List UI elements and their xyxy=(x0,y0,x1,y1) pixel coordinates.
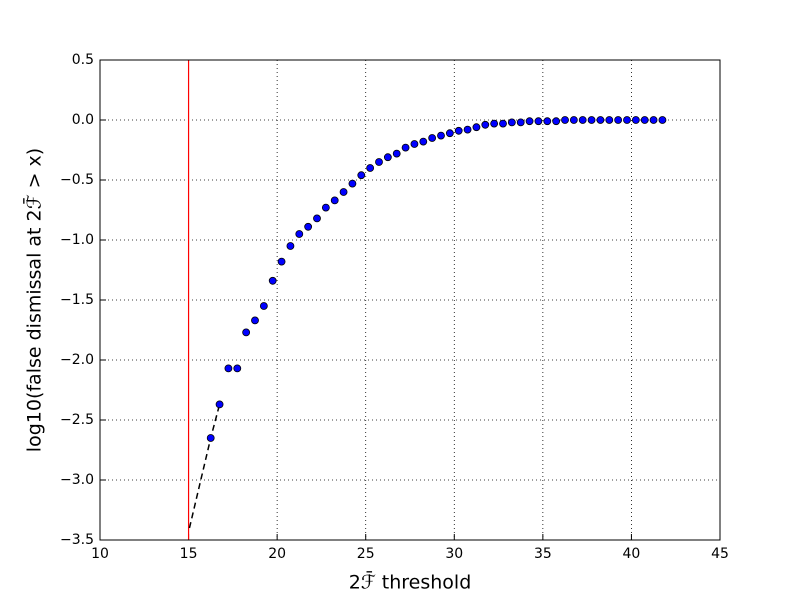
point xyxy=(561,116,569,124)
point xyxy=(383,153,392,162)
point xyxy=(277,257,286,266)
point xyxy=(233,364,242,373)
x-tick-label: 45 xyxy=(711,546,729,562)
y-tick-label: 0.0 xyxy=(72,112,94,128)
x-tick-label: 20 xyxy=(268,546,286,562)
point xyxy=(649,116,658,124)
x-axis-label: 2ℱ̄ threshold xyxy=(349,569,472,593)
point xyxy=(499,119,507,128)
x-tick-label: 15 xyxy=(180,546,198,562)
point xyxy=(375,158,383,166)
point xyxy=(472,123,481,132)
point xyxy=(428,134,437,142)
x-tick-label: 35 xyxy=(534,546,552,562)
point xyxy=(242,328,251,337)
x-tick-label: 30 xyxy=(445,546,463,562)
point xyxy=(587,116,596,124)
point xyxy=(366,164,375,172)
y-tick-label: −0.5 xyxy=(60,172,94,188)
point xyxy=(623,116,631,124)
point xyxy=(295,230,304,238)
point xyxy=(543,117,552,126)
point xyxy=(640,116,649,124)
point xyxy=(525,117,534,126)
plot-frame xyxy=(99,59,721,541)
point xyxy=(454,126,463,135)
point xyxy=(339,188,348,196)
x-tick-label: 25 xyxy=(357,546,375,562)
point xyxy=(304,222,313,231)
point xyxy=(596,116,605,124)
point xyxy=(392,149,401,158)
point xyxy=(507,118,516,127)
point xyxy=(259,302,268,310)
point xyxy=(330,196,339,205)
point xyxy=(605,116,614,124)
point xyxy=(410,140,419,148)
point xyxy=(614,116,623,124)
point xyxy=(348,179,357,188)
point xyxy=(419,137,428,146)
x-tick-label: 40 xyxy=(623,546,641,562)
y-tick-label: −1.0 xyxy=(60,232,94,248)
point xyxy=(463,125,472,134)
y-tick-label: −1.5 xyxy=(60,292,94,308)
point xyxy=(313,214,321,223)
point xyxy=(534,117,543,126)
point xyxy=(516,118,525,127)
point xyxy=(357,171,366,180)
point xyxy=(631,116,640,124)
y-axis-label: log10(false dismissal at 2ℱ̄ > x) xyxy=(21,148,45,452)
point xyxy=(481,120,490,129)
point xyxy=(578,116,587,124)
point xyxy=(490,119,499,128)
point xyxy=(321,203,330,212)
point xyxy=(206,434,215,442)
point xyxy=(251,316,259,325)
point xyxy=(658,116,667,124)
dashed-line xyxy=(188,404,221,529)
y-tick-label: 0.5 xyxy=(72,52,94,68)
point xyxy=(286,242,295,250)
y-tick-label: −3.0 xyxy=(60,472,94,488)
point xyxy=(224,364,233,373)
point xyxy=(215,400,224,409)
point xyxy=(552,117,561,126)
point xyxy=(445,129,454,138)
point xyxy=(268,276,277,285)
point xyxy=(569,116,578,124)
y-tick-label: −2.5 xyxy=(60,412,94,428)
point xyxy=(401,143,410,152)
y-tick-label: −2.0 xyxy=(60,352,94,368)
point xyxy=(437,131,445,140)
y-tick-label: −3.5 xyxy=(60,532,94,548)
x-tick-label: 10 xyxy=(91,546,109,562)
